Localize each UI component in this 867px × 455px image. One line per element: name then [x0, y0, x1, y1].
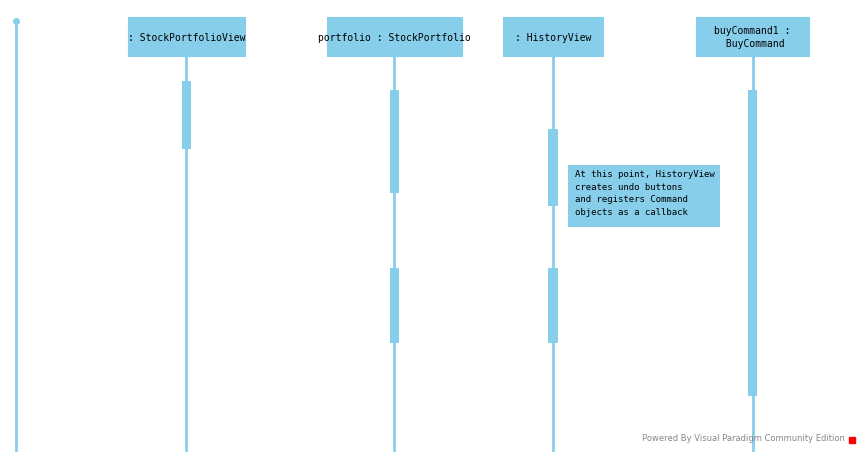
Bar	[328, 18, 461, 57]
Bar	[747, 91, 758, 396]
Text: buyCommand1 :
 BuyCommand: buyCommand1 : BuyCommand	[714, 26, 791, 49]
Bar	[390, 91, 400, 193]
Bar	[128, 18, 244, 57]
Bar	[503, 18, 603, 57]
Bar	[568, 166, 720, 228]
Text: At this point, HistoryView
creates undo buttons
and registers Command
objects as: At this point, HistoryView creates undo …	[575, 170, 714, 216]
Text: Powered By Visual Paradigm Community Edition: Powered By Visual Paradigm Community Edi…	[642, 433, 845, 442]
Bar	[696, 18, 809, 57]
Bar	[390, 268, 400, 344]
Bar	[549, 268, 558, 344]
Bar	[182, 82, 191, 150]
Bar	[549, 130, 558, 207]
Text: : HistoryView: : HistoryView	[515, 33, 591, 42]
Text: portfolio : StockPortfolio: portfolio : StockPortfolio	[318, 33, 471, 42]
Text: : StockPortfolioView: : StockPortfolioView	[127, 33, 245, 42]
